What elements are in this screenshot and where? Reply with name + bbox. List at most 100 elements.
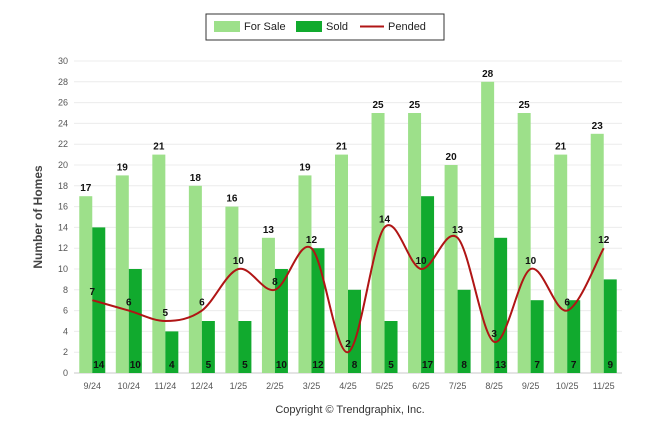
for-sale-bar [444,165,458,373]
sold-bar [567,300,581,373]
pended-data-label: 14 [379,214,391,225]
sold-data-label: 13 [495,360,507,371]
sold-bar [311,248,325,373]
for-sale-data-label: 19 [299,162,311,173]
sold-bar [92,227,106,373]
x-tick-label: 8/25 [485,381,503,391]
pended-data-label: 10 [525,256,537,267]
for-sale-data-label: 21 [153,142,165,153]
legend-sold-label: Sold [326,21,348,33]
y-tick-label: 8 [63,285,68,295]
y-tick-label: 12 [58,243,68,253]
pended-data-label: 3 [491,329,497,340]
y-tick-label: 2 [63,347,68,357]
x-tick-label: 7/25 [449,381,467,391]
sold-data-label: 4 [169,360,175,371]
y-tick-label: 22 [58,139,68,149]
y-tick-label: 6 [63,306,68,316]
for-sale-data-label: 28 [482,69,494,80]
legend-pended-label: Pended [388,21,426,33]
x-tick-label: 2/25 [266,381,284,391]
for-sale-bar [408,113,422,373]
sold-data-label: 7 [571,360,577,371]
y-tick-label: 16 [58,202,68,212]
sold-data-label: 5 [206,360,212,371]
y-tick-label: 28 [58,77,68,87]
y-tick-label: 0 [63,368,68,378]
for-sale-bar [335,154,348,373]
x-tick-label: 10/25 [556,381,579,391]
sold-bar [274,269,288,373]
for-sale-data-label: 17 [80,183,92,194]
sold-data-label: 8 [461,360,467,371]
for-sale-bar [115,175,129,373]
for-sale-bar [225,206,239,373]
x-tick-label: 9/25 [522,381,540,391]
sold-bar [348,289,361,373]
pended-data-label: 12 [306,235,318,246]
sold-data-label: 17 [422,360,434,371]
x-tick-label: 11/24 [154,381,176,391]
for-sale-data-label: 25 [409,100,421,111]
for-sale-data-label: 20 [446,152,458,163]
for-sale-data-label: 18 [190,173,202,184]
for-sale-data-label: 23 [592,121,604,132]
sold-data-label: 10 [130,360,142,371]
sold-data-label: 10 [276,360,288,371]
sold-data-label: 14 [93,360,105,371]
pended-data-label: 6 [199,298,205,309]
for-sale-bar [261,237,275,373]
for-sale-data-label: 21 [555,142,567,153]
x-tick-label: 1/25 [230,381,248,391]
sold-bar [457,289,471,373]
x-tick-label: 4/25 [339,381,357,391]
for-sale-data-label: 25 [372,100,384,111]
pended-data-label: 13 [452,225,464,236]
pended-data-label: 12 [598,235,610,246]
pended-data-label: 6 [126,298,132,309]
pended-data-label: 5 [163,308,169,319]
for-sale-bar [79,196,93,373]
y-tick-label: 20 [58,160,68,170]
x-tick-label: 3/25 [303,381,321,391]
sold-data-label: 8 [352,360,358,371]
sold-data-label: 9 [607,360,613,371]
pended-data-label: 10 [233,256,245,267]
legend-for-sale-label: For Sale [244,21,286,33]
for-sale-bar [517,113,531,373]
for-sale-legend-swatch [214,21,240,32]
sold-bar [421,196,435,373]
y-axis-title: Number of Homes [31,165,45,269]
for-sale-data-label: 19 [117,162,129,173]
y-tick-label: 26 [58,98,68,108]
sold-bar [165,331,179,373]
sold-bar [201,321,215,373]
y-tick-label: 10 [58,264,68,274]
pended-line [92,224,605,354]
x-tick-label: 10/24 [118,381,141,391]
for-sale-data-label: 25 [519,100,531,111]
pended-data-label: 8 [272,277,278,288]
sold-data-label: 5 [388,360,394,371]
y-tick-label: 18 [58,181,68,191]
x-tick-label: 9/24 [84,381,102,391]
sold-legend-swatch [296,21,322,32]
for-sale-bar [554,154,568,373]
sold-bar [384,321,398,373]
copyright-footer: Copyright © Trendgraphix, Inc. [275,404,424,416]
y-tick-label: 14 [58,222,68,232]
sold-bar [603,279,617,373]
sold-data-label: 5 [242,360,248,371]
legend-box [205,13,445,41]
pended-data-label: 2 [345,339,351,350]
x-tick-label: 12/24 [191,381,214,391]
pended-data-label: 6 [564,298,570,309]
sold-data-label: 12 [312,360,324,371]
pended-data-label: 7 [89,287,95,298]
for-sale-data-label: 21 [336,142,348,153]
for-sale-data-label: 16 [226,194,238,205]
x-tick-label: 11/25 [593,381,615,391]
for-sale-bar [298,175,312,373]
